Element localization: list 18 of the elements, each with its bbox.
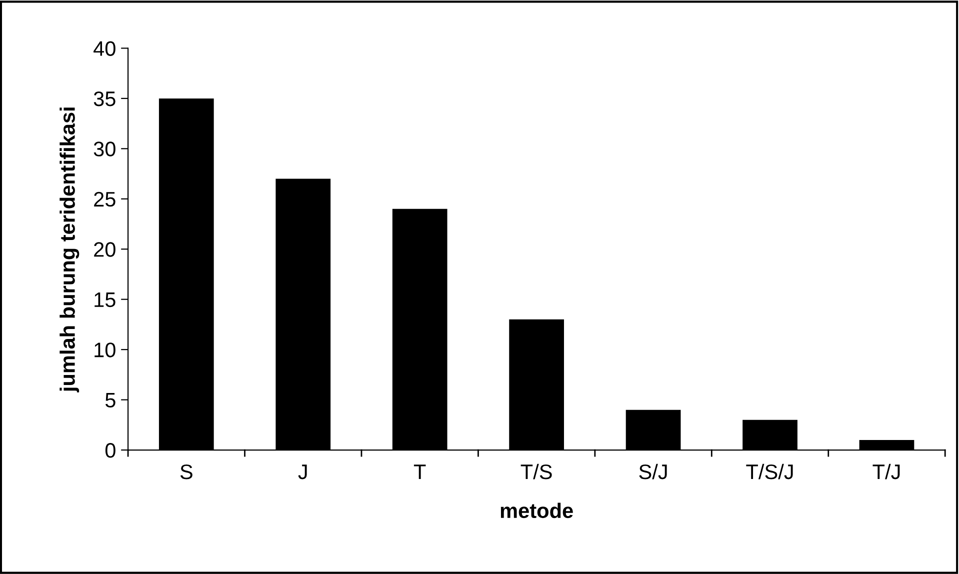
x-tick-label: T/S/J: [746, 464, 793, 480]
x-tick-label: S: [180, 464, 192, 480]
y-tick-label: 20: [94, 242, 116, 257]
x-tick-label: J: [298, 464, 307, 480]
y-tick-label: 0: [105, 443, 116, 458]
y-tick-label: 10: [94, 342, 116, 358]
y-axis-title: jumlah burung teridentifikasi: [60, 108, 80, 392]
x-tick-label: T/J: [872, 464, 900, 480]
x-axis-title: metode: [500, 502, 573, 518]
y-tick-label: 25: [94, 192, 116, 207]
y-tick-label: 15: [94, 292, 116, 308]
y-tick-label: 35: [94, 91, 116, 106]
x-tick-label: S/J: [639, 464, 667, 480]
y-tick-label: 30: [94, 142, 116, 156]
x-tick-label: T/S: [520, 464, 552, 480]
y-tick-label: 40: [94, 41, 116, 56]
x-tick-label: T: [414, 464, 426, 480]
y-tick-label: 5: [105, 393, 116, 408]
